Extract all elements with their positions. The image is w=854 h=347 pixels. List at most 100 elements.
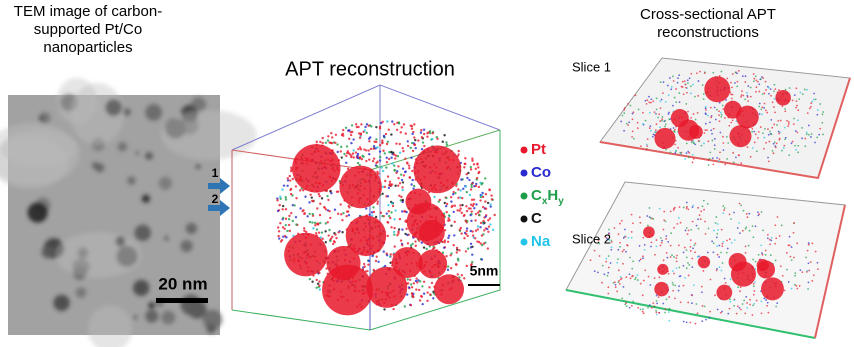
particle (141, 194, 151, 203)
tem-title: nanoparticles (43, 39, 132, 56)
atom (658, 207, 661, 210)
atom (795, 87, 798, 90)
atom (787, 125, 790, 127)
apt-cloud (276, 120, 496, 316)
atom (774, 242, 776, 245)
particle (39, 112, 51, 124)
atom (601, 281, 603, 284)
atom (718, 266, 721, 269)
atom (807, 133, 810, 136)
atom (487, 219, 490, 222)
atom (362, 262, 366, 266)
atom (661, 239, 663, 242)
atom (692, 204, 695, 207)
atom (484, 192, 488, 196)
arrow-label: 1 (212, 166, 219, 180)
atom (397, 176, 400, 180)
atom (752, 304, 754, 307)
atom (367, 149, 370, 152)
atom (380, 166, 383, 169)
atom (806, 269, 809, 272)
atom (636, 121, 639, 124)
atom (649, 125, 652, 128)
atom (779, 265, 782, 268)
atom (284, 198, 288, 201)
atom (385, 142, 389, 146)
atom (666, 256, 669, 259)
atom (650, 306, 653, 309)
atom (459, 189, 462, 192)
atom (413, 123, 416, 126)
atom (409, 244, 413, 247)
atom (299, 189, 302, 192)
atom (403, 305, 407, 308)
atom (398, 182, 402, 185)
atom (327, 135, 330, 138)
atom (821, 121, 824, 124)
atom (690, 141, 693, 144)
atom (692, 247, 694, 250)
atom (390, 202, 394, 205)
atom (658, 311, 660, 314)
atom (655, 299, 658, 302)
atom (752, 285, 755, 288)
atom (293, 204, 296, 207)
slice-atoms (589, 70, 825, 325)
atom (678, 206, 681, 209)
atom (638, 216, 641, 219)
atom (697, 206, 700, 209)
atom (819, 103, 822, 105)
atom (636, 279, 639, 281)
atom (691, 302, 693, 305)
atom (725, 251, 728, 254)
atom (749, 86, 752, 89)
atom (774, 224, 777, 227)
atom (630, 304, 633, 307)
atom (396, 234, 399, 237)
atom (672, 209, 675, 211)
atom (718, 110, 720, 113)
atom (738, 307, 741, 309)
atom (660, 241, 663, 244)
atom (749, 155, 752, 158)
atom (664, 100, 667, 103)
atom (767, 160, 770, 163)
atom (639, 258, 642, 261)
atom (801, 93, 804, 96)
atom (471, 245, 474, 248)
atom (703, 208, 705, 211)
atom (641, 294, 644, 297)
atom (622, 262, 624, 265)
atom (664, 123, 667, 126)
particle (158, 176, 172, 190)
atom (696, 312, 699, 315)
atom (629, 277, 632, 280)
atom (289, 192, 293, 196)
atom (665, 235, 668, 237)
atom (759, 78, 762, 80)
atom (720, 113, 723, 116)
atom (589, 259, 592, 262)
atom (455, 251, 458, 254)
atom (308, 277, 312, 281)
atom (643, 243, 646, 246)
atom (733, 304, 735, 307)
atom (822, 133, 824, 136)
atom (452, 190, 455, 194)
atom (805, 131, 808, 134)
atom (720, 70, 723, 73)
atom (604, 236, 607, 239)
atom (757, 137, 759, 139)
atom (798, 285, 801, 287)
atom (319, 202, 322, 205)
atom (334, 141, 337, 144)
atom (386, 140, 390, 143)
atom (282, 184, 286, 187)
atom (281, 188, 284, 191)
tem-panel: TEM image of carbon- supported Pt/Co nan… (0, 3, 257, 347)
atom (766, 233, 769, 236)
atom (695, 303, 698, 305)
atom (601, 264, 604, 267)
atom (402, 174, 406, 177)
atom (685, 142, 688, 145)
